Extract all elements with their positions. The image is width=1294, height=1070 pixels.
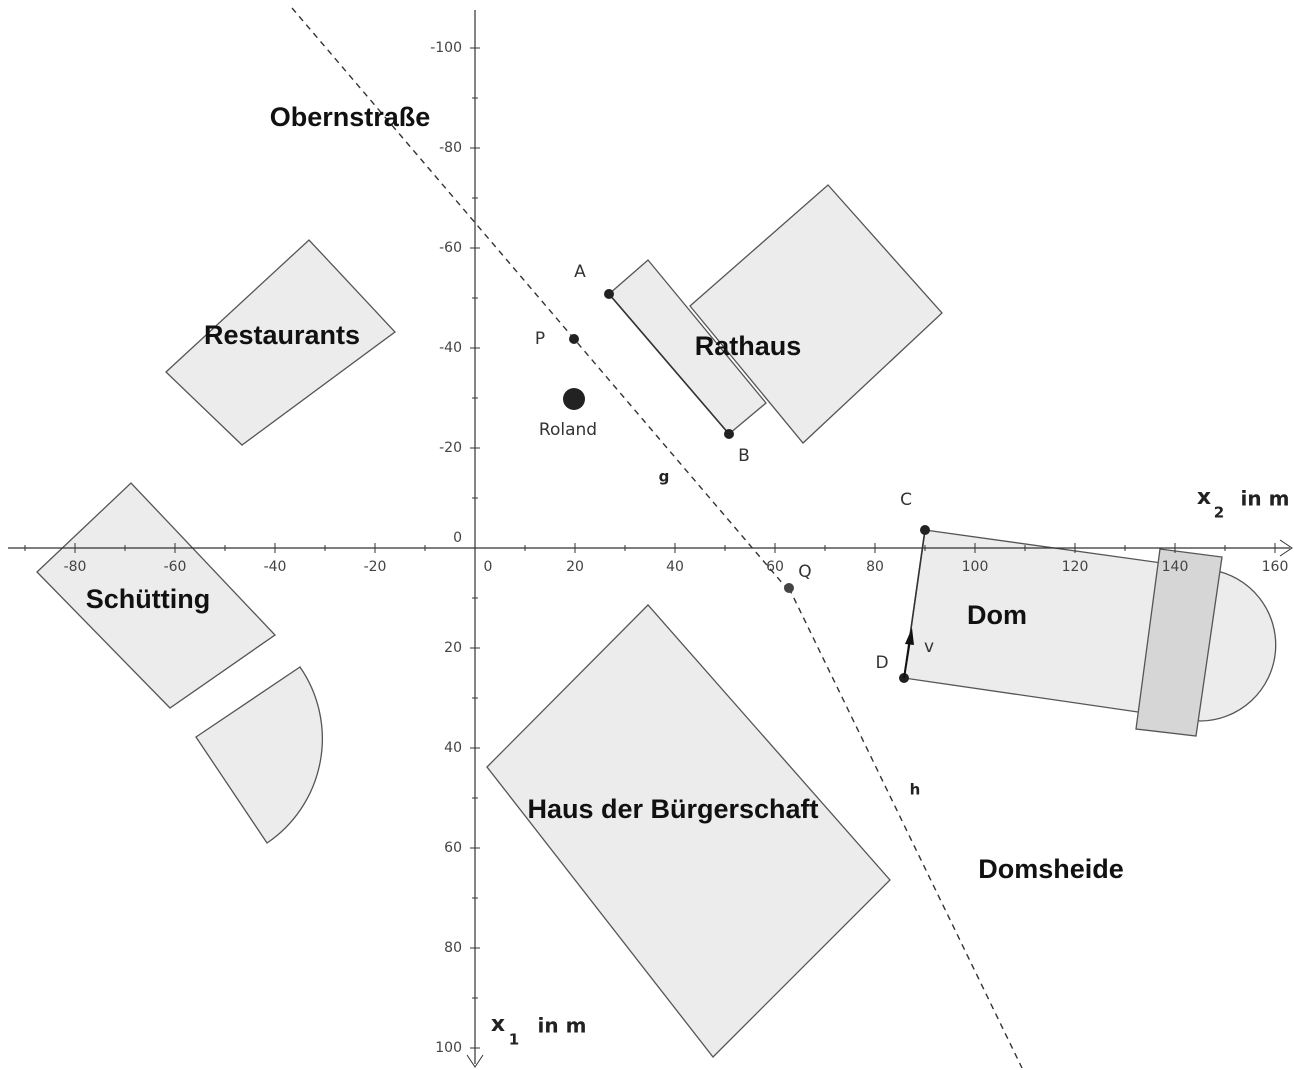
point-label: B xyxy=(738,446,750,466)
x2-tick-label: 40 xyxy=(666,559,684,575)
point-a xyxy=(604,289,614,299)
axis-name: x xyxy=(1197,485,1211,510)
labels: Obernstraße Restaurants Rathaus Schüttin… xyxy=(86,102,1290,1048)
street-label: Domsheide xyxy=(978,854,1124,884)
x1-tick-label: -60 xyxy=(439,240,462,256)
point-label: A xyxy=(574,262,586,282)
point-label: D xyxy=(875,653,888,673)
quarter-circle-building xyxy=(195,666,323,844)
x1-tick-label: 80 xyxy=(444,940,462,956)
x2-tick-label: -20 xyxy=(364,559,387,575)
line-g xyxy=(291,7,790,592)
vector-v xyxy=(903,639,911,679)
points xyxy=(563,289,930,683)
x2-tick-label: 20 xyxy=(566,559,584,575)
x2-arrow xyxy=(1279,539,1293,557)
line-ab xyxy=(608,293,730,435)
rathaus-main xyxy=(689,184,943,444)
x1-tick-label: 100 xyxy=(435,1040,462,1056)
dom-transept xyxy=(1135,548,1223,737)
x2-tick-label: 140 xyxy=(1162,559,1189,575)
axes: -80 -60 -40 -20 0 20 40 60 80 100 120 140 160-100-80… xyxy=(8,10,1293,1068)
x1-tick-label: -20 xyxy=(439,440,462,456)
axis-unit: in m xyxy=(1241,487,1290,511)
point-q xyxy=(784,583,794,593)
x1-tick-label: 0 xyxy=(453,530,462,546)
buergerschaft-building xyxy=(486,604,891,1058)
roland-point xyxy=(563,388,585,410)
point-label: C xyxy=(900,490,912,510)
x2-tick-label: 0 xyxy=(484,559,493,575)
axis-name: x xyxy=(491,1012,505,1037)
schuetting-building xyxy=(36,482,276,709)
x2-tick-label: 80 xyxy=(866,559,884,575)
axis-unit: in m xyxy=(538,1014,587,1038)
axis-subscript: 1 xyxy=(509,1031,519,1049)
point-label: Roland xyxy=(539,420,597,440)
vector-label: v xyxy=(924,637,934,657)
building-label: Rathaus xyxy=(695,331,802,361)
x2-tick-label: -60 xyxy=(164,559,187,575)
building-label: Haus der Bürgerschaft xyxy=(527,794,818,824)
x1-tick-label: 60 xyxy=(444,840,462,856)
x2-tick-label: -80 xyxy=(64,559,87,575)
point-label: Q xyxy=(798,562,811,582)
point-label: P xyxy=(535,329,545,349)
building-label: Schütting xyxy=(86,584,210,614)
buildings xyxy=(36,184,1277,1058)
line-label: h xyxy=(910,781,921,799)
x1-arrow xyxy=(466,1054,484,1068)
vector-v-head xyxy=(905,628,914,645)
x1-tick-label: 20 xyxy=(444,640,462,656)
line-h xyxy=(788,587,1023,1069)
x1-tick-label: -100 xyxy=(430,40,462,56)
point-c xyxy=(920,525,930,535)
x2-tick-label: 60 xyxy=(766,559,784,575)
building-label: Restaurants xyxy=(204,320,360,350)
street-label: Obernstraße xyxy=(270,102,431,132)
x2-tick-label: 120 xyxy=(1062,559,1089,575)
axis-subscript: 2 xyxy=(1214,504,1224,522)
x1-tick-label: -80 xyxy=(439,140,462,156)
restaurants-building xyxy=(165,239,396,446)
point-b xyxy=(724,429,734,439)
point-p xyxy=(569,334,579,344)
streets xyxy=(291,7,1023,1069)
x2-tick-label: 160 xyxy=(1262,559,1289,575)
x2-tick-label: -40 xyxy=(264,559,287,575)
building-label: Dom xyxy=(967,600,1027,630)
x2-tick-label: 100 xyxy=(962,559,989,575)
x1-tick-label: -40 xyxy=(439,340,462,356)
x1-tick-label: 40 xyxy=(444,740,462,756)
line-label: g xyxy=(659,468,670,486)
